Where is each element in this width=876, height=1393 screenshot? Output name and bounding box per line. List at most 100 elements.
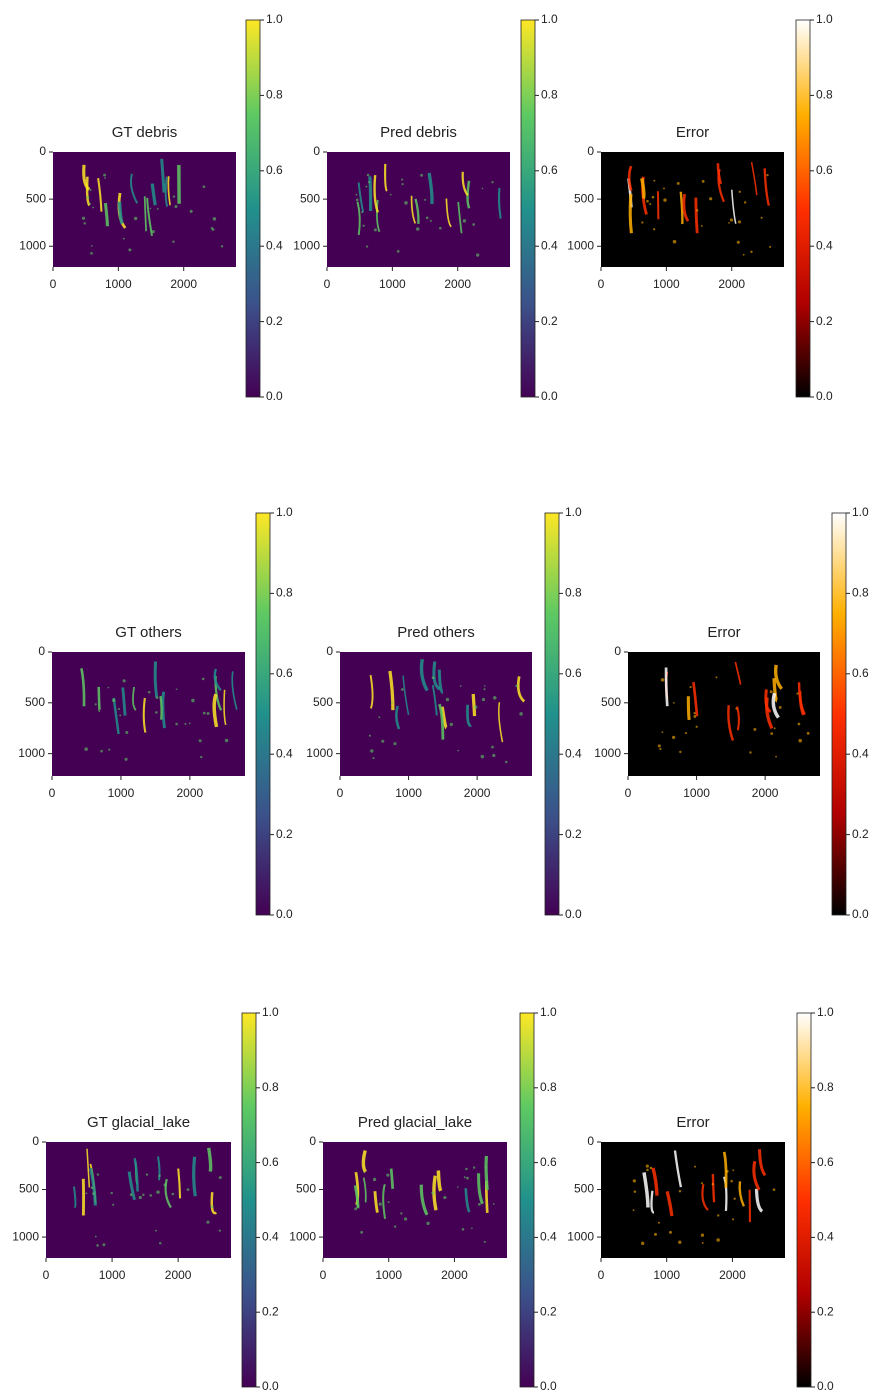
image-feature [778, 705, 782, 709]
image-feature [679, 191, 684, 225]
image-feature [725, 1169, 729, 1173]
colorbar [520, 19, 536, 398]
image-feature [425, 216, 429, 220]
y-tick-label: 1000 [594, 746, 621, 760]
x-tick-label: 0 [598, 277, 605, 291]
colorbar [831, 512, 847, 916]
image-feature [693, 714, 697, 718]
image-feature [440, 706, 448, 730]
image-feature [772, 1188, 776, 1191]
image-feature [775, 755, 777, 758]
image-feature [426, 1221, 430, 1225]
image-feature [122, 679, 126, 683]
image-feature [653, 228, 656, 231]
image-feature [695, 209, 699, 212]
image-feature [94, 703, 97, 706]
image-feature [132, 686, 137, 711]
image-feature [686, 696, 691, 721]
colorbar-tick-label: 0.0 [276, 907, 293, 921]
image-feature [461, 1228, 465, 1231]
image-feature [362, 1177, 367, 1203]
image-feature [420, 173, 423, 177]
image-feature [401, 178, 404, 181]
image-feature [89, 1167, 97, 1206]
image-feature [711, 1183, 714, 1186]
image-feature [121, 687, 127, 716]
image-feature [771, 692, 780, 719]
image-feature [96, 1244, 99, 1247]
image-feature [213, 668, 222, 692]
image-feature [110, 1191, 113, 1195]
colorbar [519, 1012, 535, 1388]
image-feature [163, 1183, 167, 1187]
colorbar-tick-label: 0.0 [540, 1379, 557, 1393]
colorbar-tick-label: 0.4 [540, 1230, 557, 1244]
image-feature [663, 187, 665, 190]
image-feature [632, 1179, 636, 1183]
image-feature [96, 1173, 100, 1176]
image-feature [102, 1243, 106, 1247]
image-feature [73, 1186, 77, 1209]
image-feature [660, 678, 665, 682]
y-tick-label: 500 [574, 1182, 594, 1196]
colorbar-tick-label: 0.8 [262, 1080, 279, 1094]
image-feature [361, 211, 364, 214]
y-tick-label: 500 [300, 191, 320, 205]
image-feature [220, 245, 224, 248]
image-feature [367, 181, 371, 184]
image-feature [156, 208, 159, 210]
colorbar-tick-label: 0.6 [540, 1155, 557, 1169]
image-feature [439, 226, 442, 230]
image-feature [736, 240, 740, 244]
image-feature [456, 1186, 459, 1188]
image-feature [476, 253, 480, 257]
colorbar-tick-label: 1.0 [852, 505, 869, 519]
image-feature [628, 193, 633, 234]
image-feature [142, 697, 147, 733]
colorbar-tick-label: 0.2 [852, 827, 869, 841]
image-feature [449, 722, 454, 727]
image-feature [773, 727, 776, 730]
image-feature [85, 176, 91, 207]
image-feature [365, 185, 368, 188]
image-feature [760, 216, 763, 219]
image-feature [363, 1171, 366, 1174]
image-feature [742, 253, 745, 256]
colorbar-tick-label: 0.6 [541, 163, 558, 177]
y-tick-label: 0 [38, 644, 45, 658]
image-feature [388, 670, 395, 711]
image-feature [692, 681, 699, 717]
image-feature [765, 697, 774, 730]
image-feature [357, 182, 365, 213]
colorbar-tick-label: 0.2 [565, 827, 582, 841]
image-feature [672, 735, 676, 739]
image-feature [355, 193, 358, 196]
image-feature [172, 195, 176, 198]
x-tick-label: 2000 [718, 277, 745, 291]
x-tick-label: 0 [320, 1268, 327, 1282]
image-feature [156, 1190, 160, 1194]
image-feature [722, 1176, 728, 1211]
image-feature [119, 714, 122, 717]
image-feature [646, 199, 649, 203]
image-feature [649, 1166, 653, 1170]
y-tick-label: 500 [601, 695, 621, 709]
image-feature [86, 196, 90, 199]
colorbar-tick-label: 1.0 [540, 1005, 557, 1019]
y-tick-label: 1000 [567, 238, 594, 252]
image-feature [700, 224, 703, 227]
image-feature [142, 1193, 145, 1197]
image-feature [356, 201, 361, 236]
image-feature [461, 171, 469, 197]
image-feature [198, 739, 202, 743]
image-feature [80, 668, 86, 707]
x-tick-label: 2000 [165, 1268, 192, 1282]
image-feature [212, 217, 217, 221]
image-feature [107, 686, 110, 689]
colorbar [796, 1012, 812, 1388]
image-feature [184, 722, 187, 726]
image-feature [389, 1168, 394, 1189]
image-feature [188, 722, 191, 725]
image-feature [224, 738, 229, 743]
image-feature [773, 664, 784, 690]
